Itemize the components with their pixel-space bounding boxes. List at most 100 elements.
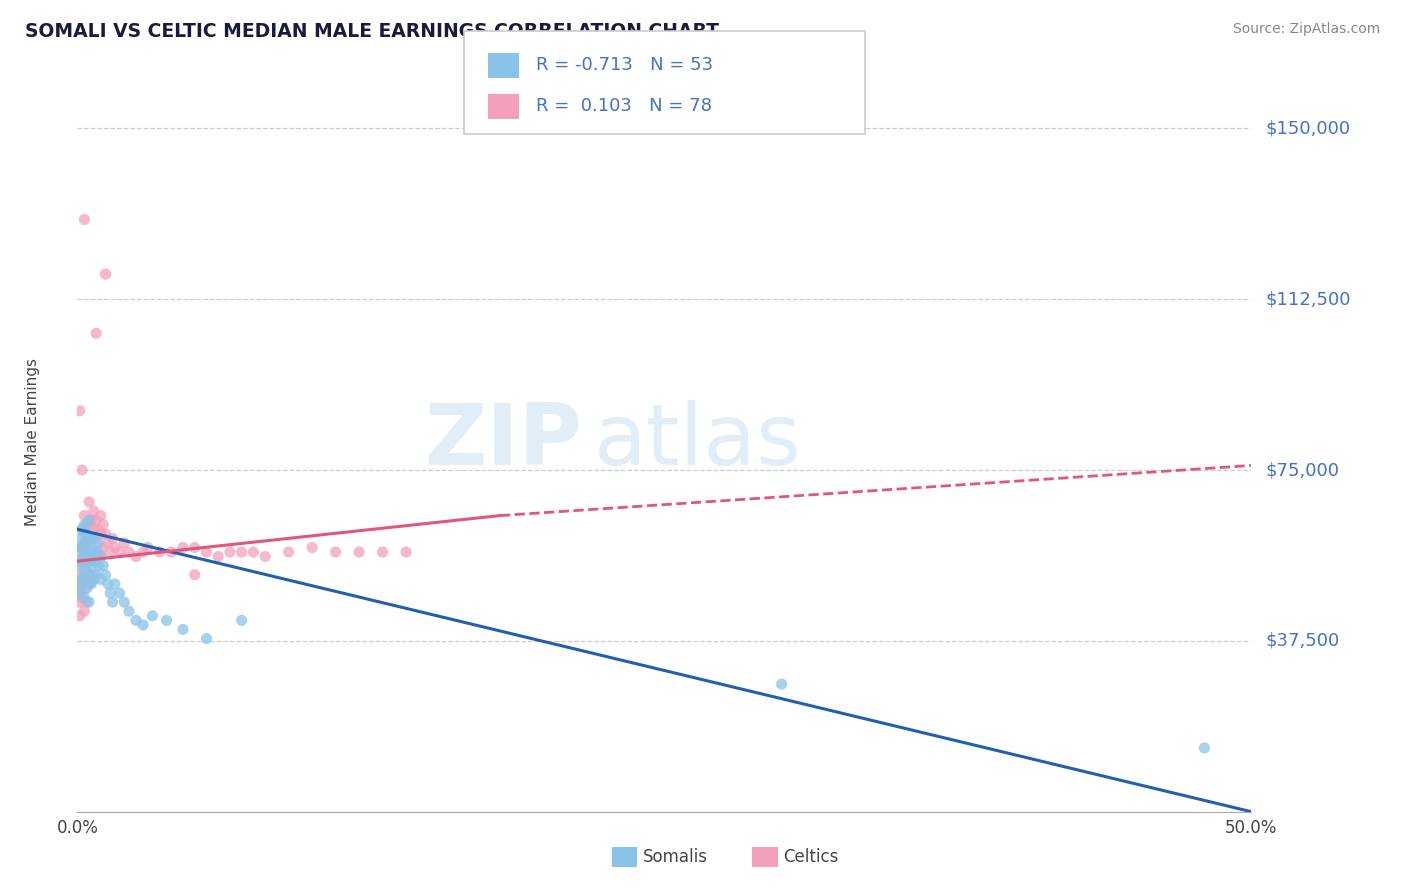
Point bbox=[69, 595, 91, 609]
Point bbox=[84, 545, 107, 559]
Point bbox=[90, 549, 112, 564]
Point bbox=[69, 608, 91, 623]
Point bbox=[80, 513, 103, 527]
Point bbox=[371, 545, 394, 559]
Text: $112,500: $112,500 bbox=[1265, 290, 1351, 308]
Point bbox=[132, 618, 155, 632]
Point bbox=[132, 545, 155, 559]
Point bbox=[219, 545, 242, 559]
Point bbox=[347, 545, 370, 559]
Text: SOMALI VS CELTIC MEDIAN MALE EARNINGS CORRELATION CHART: SOMALI VS CELTIC MEDIAN MALE EARNINGS CO… bbox=[25, 22, 720, 41]
Point bbox=[69, 554, 91, 568]
Point bbox=[83, 573, 105, 587]
Point bbox=[70, 541, 93, 555]
Point bbox=[83, 504, 105, 518]
Point bbox=[70, 522, 93, 536]
Point bbox=[90, 526, 112, 541]
Point bbox=[118, 604, 141, 618]
Point bbox=[80, 549, 103, 564]
Point bbox=[84, 554, 107, 568]
Point bbox=[94, 567, 117, 582]
Point bbox=[77, 532, 100, 546]
Point bbox=[94, 526, 117, 541]
Point bbox=[69, 541, 91, 555]
Point bbox=[90, 549, 112, 564]
Point bbox=[76, 582, 98, 596]
Point bbox=[325, 545, 347, 559]
Point bbox=[73, 563, 96, 577]
Point bbox=[84, 513, 107, 527]
Point bbox=[231, 613, 253, 627]
Point bbox=[70, 554, 93, 568]
Point bbox=[73, 604, 96, 618]
Text: R =  0.103   N = 78: R = 0.103 N = 78 bbox=[536, 97, 711, 115]
Point bbox=[69, 573, 91, 587]
Text: atlas: atlas bbox=[593, 400, 801, 483]
Point bbox=[301, 541, 323, 555]
Point bbox=[91, 517, 114, 532]
Point bbox=[108, 586, 131, 600]
Text: $37,500: $37,500 bbox=[1265, 632, 1340, 650]
Point bbox=[112, 536, 135, 550]
Point bbox=[73, 536, 96, 550]
Point bbox=[76, 573, 98, 587]
Text: R = -0.713   N = 53: R = -0.713 N = 53 bbox=[536, 56, 713, 74]
Point bbox=[207, 549, 229, 564]
Point bbox=[73, 508, 96, 523]
Point bbox=[76, 526, 98, 541]
Point bbox=[77, 595, 100, 609]
Point bbox=[70, 573, 93, 587]
Point bbox=[87, 522, 110, 536]
Point bbox=[97, 577, 120, 591]
Point bbox=[172, 623, 194, 637]
Point bbox=[80, 532, 103, 546]
Point bbox=[91, 558, 114, 573]
Point bbox=[73, 545, 96, 559]
Point bbox=[73, 526, 96, 541]
Point bbox=[80, 573, 103, 587]
Point bbox=[136, 541, 159, 555]
Point bbox=[87, 558, 110, 573]
Point bbox=[242, 545, 264, 559]
Point bbox=[770, 677, 793, 691]
Point bbox=[69, 582, 91, 596]
Point bbox=[101, 532, 124, 546]
Point bbox=[112, 595, 135, 609]
Point bbox=[77, 554, 100, 568]
Point bbox=[69, 404, 91, 418]
Point bbox=[70, 577, 93, 591]
Text: Median Male Earnings: Median Male Earnings bbox=[25, 358, 41, 525]
Point bbox=[83, 532, 105, 546]
Point bbox=[76, 554, 98, 568]
Point bbox=[84, 532, 107, 546]
Point bbox=[80, 558, 103, 573]
Text: Source: ZipAtlas.com: Source: ZipAtlas.com bbox=[1233, 22, 1381, 37]
Point bbox=[141, 608, 163, 623]
Point bbox=[69, 586, 91, 600]
Point bbox=[148, 545, 170, 559]
Point bbox=[76, 545, 98, 559]
Point bbox=[195, 545, 218, 559]
Point bbox=[97, 536, 120, 550]
Point bbox=[73, 567, 96, 582]
Point bbox=[160, 545, 183, 559]
Point bbox=[77, 513, 100, 527]
Point bbox=[183, 541, 207, 555]
Point bbox=[90, 573, 112, 587]
Point bbox=[69, 558, 91, 573]
Text: ZIP: ZIP bbox=[425, 400, 582, 483]
Point bbox=[80, 577, 103, 591]
Point bbox=[70, 463, 93, 477]
Point bbox=[101, 595, 124, 609]
Point bbox=[98, 545, 121, 559]
Text: Somalis: Somalis bbox=[643, 848, 707, 866]
Point bbox=[83, 522, 105, 536]
Point bbox=[77, 567, 100, 582]
Point bbox=[77, 577, 100, 591]
Point bbox=[104, 577, 127, 591]
Point bbox=[70, 522, 93, 536]
Point bbox=[395, 545, 418, 559]
Point bbox=[69, 545, 91, 559]
Point bbox=[70, 541, 93, 555]
Point bbox=[73, 549, 96, 564]
